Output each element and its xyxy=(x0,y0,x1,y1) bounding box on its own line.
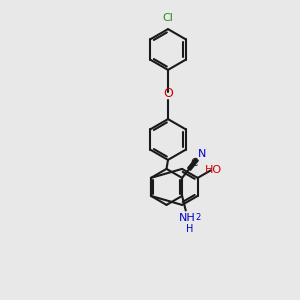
Text: NH: NH xyxy=(179,213,196,223)
Text: 2: 2 xyxy=(195,213,201,222)
Text: HO: HO xyxy=(205,165,222,175)
Text: O: O xyxy=(163,87,173,101)
Text: N: N xyxy=(198,149,206,159)
Text: Cl: Cl xyxy=(163,13,173,23)
Text: H: H xyxy=(186,224,194,234)
Text: C: C xyxy=(190,158,198,168)
